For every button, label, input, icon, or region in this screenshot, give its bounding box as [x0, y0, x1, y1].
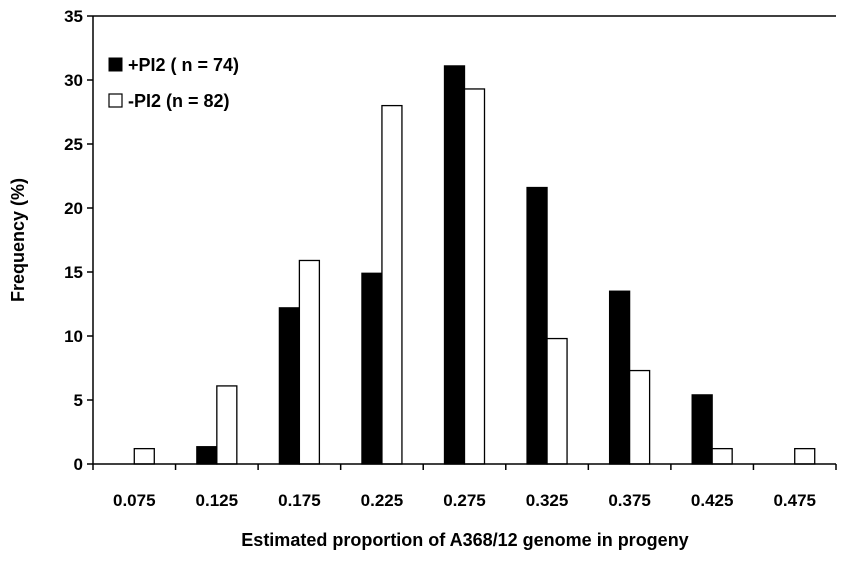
bar-series-pi2-plus-0.175 [278, 307, 301, 465]
bar-series-pi2-plus-0.325 [526, 186, 548, 465]
legend-swatch-pi2-minus [108, 93, 123, 108]
x-tick-label: 0.475 [773, 491, 816, 510]
x-tick-label: 0.325 [526, 491, 569, 510]
bar-series-pi2-minus-0.375 [628, 369, 651, 465]
bar-series-pi2-minus-0.175 [298, 259, 321, 465]
x-tick-label: 0.175 [278, 491, 321, 510]
x-tick-label: 0.425 [691, 491, 734, 510]
y-axis-label: Frequency (%) [8, 178, 28, 302]
y-tick-label: 0 [74, 455, 83, 474]
bar-series-pi2-minus-0.075 [133, 447, 155, 465]
bar-series-pi2-plus-0.375 [608, 290, 631, 465]
y-tick-label: 15 [64, 263, 83, 282]
legend: +PI2 ( n = 74) -PI2 (n = 82) [108, 55, 239, 111]
bar-series-pi2-minus-0.325 [546, 337, 568, 465]
y-tick-label: 35 [64, 7, 83, 26]
bar-series-pi2-minus-0.225 [381, 104, 403, 465]
bar-series-pi2-plus-0.425 [691, 394, 713, 465]
x-tick-label: 0.275 [443, 491, 486, 510]
y-tick-label: 5 [74, 391, 83, 410]
legend-label-pi2-minus: -PI2 (n = 82) [128, 91, 230, 111]
x-ticks-group: 0.075 0.125 0.175 0.225 0.275 0.325 0.375 0.425… [92, 464, 837, 510]
x-axis-label: Estimated proportion of A368/12 genome i… [241, 530, 688, 550]
y-tick-label: 30 [64, 71, 83, 90]
y-tick-label: 10 [64, 327, 83, 346]
y-tick-label: 20 [64, 199, 83, 218]
bar-series-pi2-minus-0.475 [794, 447, 816, 465]
y-tick-label: 25 [64, 135, 83, 154]
bars-group [133, 65, 816, 465]
bar-series-pi2-plus-0.225 [361, 272, 383, 465]
bar-series-pi2-minus-0.425 [711, 447, 733, 465]
bar-series-pi2-minus-0.125 [216, 385, 238, 465]
legend-label-pi2-plus: +PI2 ( n = 74) [128, 55, 239, 75]
x-tick-label: 0.075 [113, 491, 156, 510]
bar-series-pi2-minus-0.275 [463, 88, 486, 465]
x-tick-label: 0.225 [361, 491, 404, 510]
x-tick-label: 0.375 [608, 491, 651, 510]
bar-series-pi2-plus-0.125 [196, 446, 218, 465]
legend-swatch-pi2-plus [108, 57, 123, 72]
bar-series-pi2-plus-0.275 [443, 65, 466, 465]
x-tick-label: 0.125 [196, 491, 239, 510]
y-ticks-group: 0 5 10 15 20 25 30 35 [64, 7, 93, 474]
